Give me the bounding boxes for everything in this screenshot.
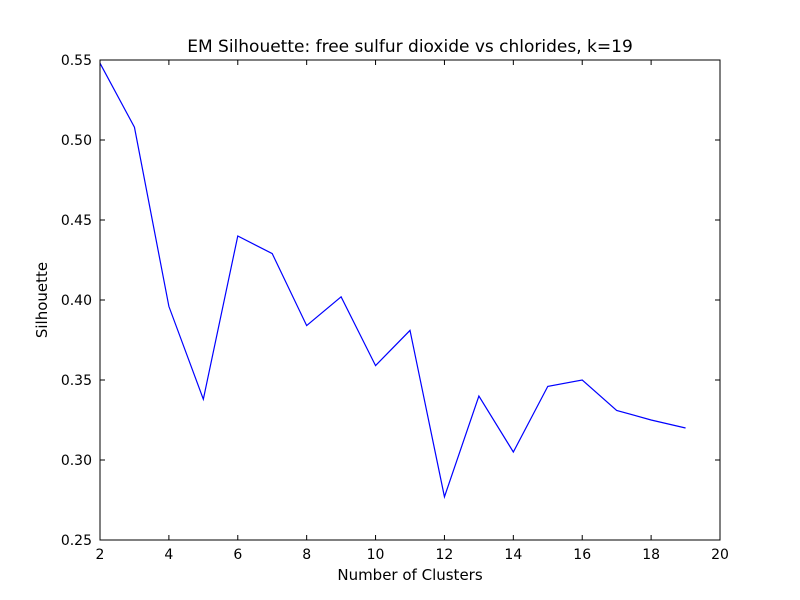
plot-frame [99,59,721,541]
x-tick-label: 12 [436,547,454,563]
axis-ticks: 2 4 6 8 10 12 14 16 18 20 0.25 0.30 0.35 0.40 0.45 0.50… [61,53,729,563]
y-tick-label: 0.35 [61,373,92,389]
x-tick-label: 6 [233,547,242,563]
x-tick-label: 20 [711,547,729,563]
x-axis-label: Number of Clusters [337,566,482,584]
plot-area [100,60,720,540]
x-tick-label: 14 [504,547,522,563]
x-tick-label: 8 [302,547,311,563]
x-tick-label: 4 [164,547,173,563]
x-tick-label: 2 [96,547,105,563]
x-tick-label: 16 [573,547,591,563]
y-tick-label: 0.30 [61,453,92,469]
y-tick-label: 0.45 [61,213,92,229]
chart-title: EM Silhouette: free sulfur dioxide vs ch… [187,37,633,57]
series-line [99,62,686,500]
y-tick-label: 0.55 [61,53,92,69]
x-tick-label: 10 [367,547,385,563]
x-tick-label: 18 [642,547,660,563]
y-tick-label: 0.40 [61,293,92,309]
y-tick-label: 0.25 [61,533,92,549]
y-tick-label: 0.50 [61,133,92,149]
y-axis-label: Silhouette [33,262,51,338]
